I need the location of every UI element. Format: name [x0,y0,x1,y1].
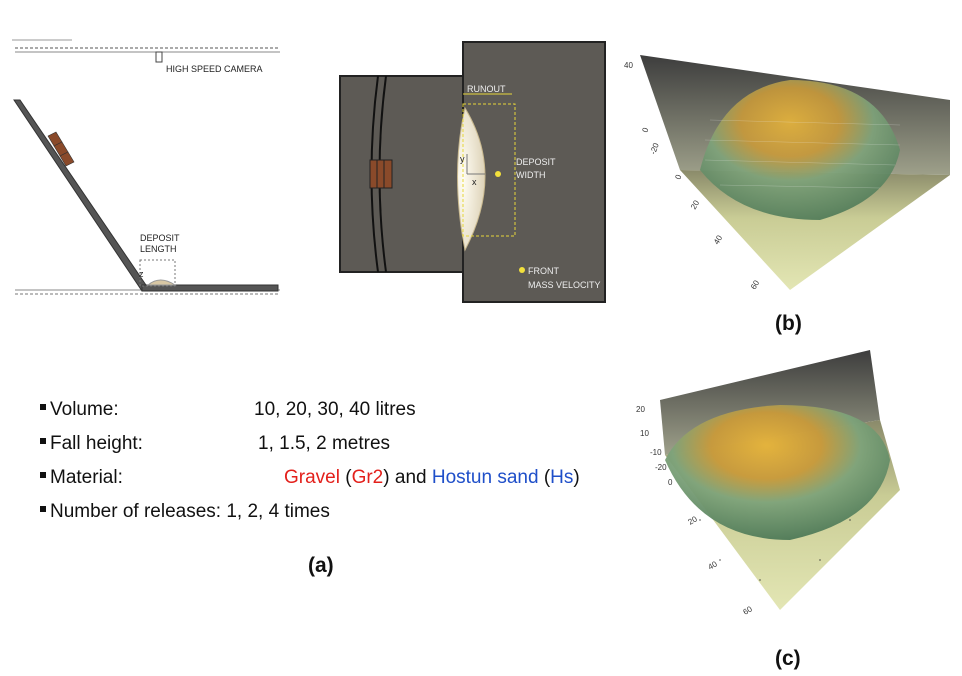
material: Gravel [284,467,340,488]
deposit-length-label: DEPOSIT [140,233,180,243]
tick-label: 0 [640,126,650,134]
tick-label: 40 [712,233,725,246]
tick-label: 10 [640,429,649,438]
text: ) [573,467,579,488]
plot-b: 40 0 -20 0 20 40 60 (b) [624,55,950,335]
parameter-name: Volume: [50,399,119,420]
camera-label: HIGH SPEED CAMERA [166,64,263,74]
parameter-list: Volume: 10, 20, 30, 40 litres Fall heigh… [40,399,580,577]
panel-label: (a) [308,554,334,577]
tick-label: 20 [687,514,700,527]
tick-label: 60 [742,604,755,617]
tick-label: 40 [624,61,633,70]
deposit-length-label: LENGTH [140,244,177,254]
parameter-value: 1, 1.5, 2 metres [258,433,390,454]
parameter-name: Material: [50,467,123,488]
figure: HIGH SPEED CAMERA DEPOSIT LENGTH z y x R… [0,0,962,676]
y-axis-label: y [460,154,465,164]
tick-label: 40 [707,559,720,572]
parameter-value: Gravel (Gr2) and Hostun sand (Hs) [284,467,580,488]
parameter-name: Number of releases: 1, 2, 4 times [50,501,330,522]
tick-label: 60 [749,278,762,291]
runout-label: RUNOUT [467,84,506,94]
front-velocity-label: FRONT [528,266,559,276]
material: Hostun sand [432,467,539,488]
panel-label: (c) [775,647,801,670]
text: ) and [383,467,426,488]
deposit-width-label: WIDTH [516,170,546,180]
material-code: Hs [550,467,573,488]
x-axis-label: x [472,177,477,187]
z-axis-label: z [139,269,144,279]
top-view: y x RUNOUT DEPOSIT WIDTH FRONT MASS VELO… [340,42,605,302]
tick-label: 0 [673,173,683,181]
deposit-width-label: DEPOSIT [516,157,556,167]
parameter-value: 10, 20, 30, 40 litres [254,399,416,420]
material-code: Gr2 [352,467,384,488]
tick-label: 20 [636,405,645,414]
tick-label: -20 [648,141,661,155]
tick-label: 0 [668,478,673,487]
tick-label: -10 [650,448,662,457]
parameter-name: Fall height: [50,433,143,454]
side-view: HIGH SPEED CAMERA DEPOSIT LENGTH z [12,40,280,294]
plot-c: 20 10 -10 -20 0 20 40 60 (c) [636,350,900,670]
front-velocity-label: MASS VELOCITY [528,280,601,290]
tick-label: -20 [655,463,667,472]
panel-label: (b) [775,312,802,335]
tick-label: 20 [689,198,702,211]
